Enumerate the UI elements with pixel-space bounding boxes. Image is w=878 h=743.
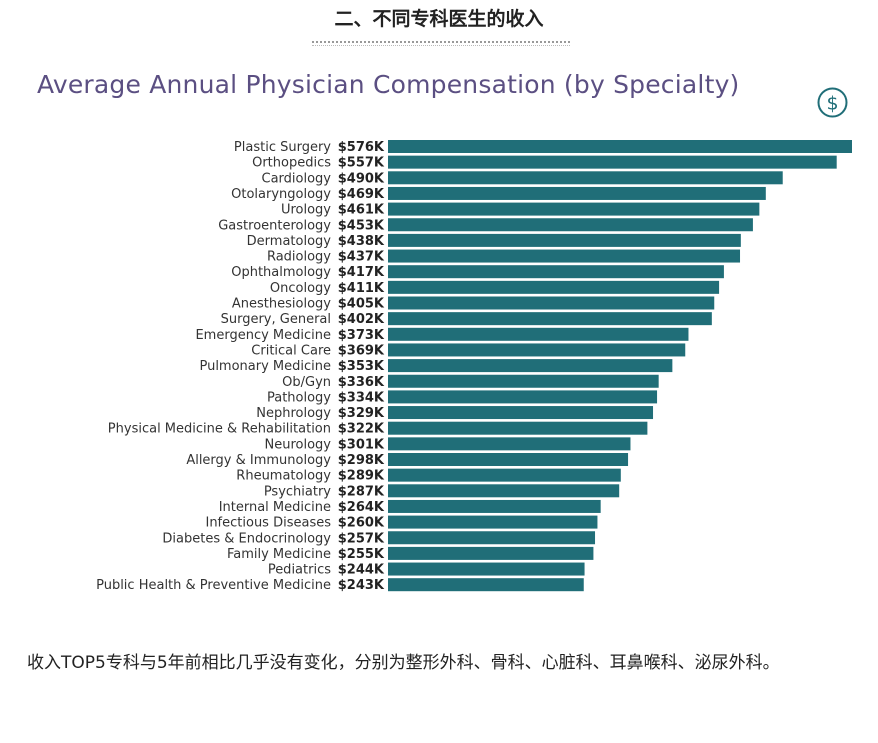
value-label: $244K: [338, 563, 385, 578]
category-label: Ob/Gyn: [282, 375, 331, 390]
value-label: $453K: [338, 218, 385, 233]
value-label: $322K: [338, 422, 385, 437]
category-label: Pulmonary Medicine: [199, 359, 331, 374]
bar: [388, 171, 783, 185]
category-label: Diabetes & Endocrinology: [162, 531, 331, 546]
heading-divider-secondary: [312, 45, 570, 46]
bar: [388, 515, 598, 529]
category-label: Gastroenterology: [218, 218, 331, 233]
value-label: $576K: [338, 140, 385, 155]
category-label: Urology: [281, 203, 331, 218]
value-label: $469K: [338, 187, 385, 202]
chart-title: Average Annual Physician Compensation (b…: [37, 70, 740, 99]
dollar-circle-icon: $: [817, 87, 848, 118]
bar: [388, 359, 673, 373]
bar: [388, 421, 648, 435]
bar: [388, 265, 724, 279]
caption-text: 收入TOP5专科与5年前相比几乎没有变化，分别为整形外科、骨科、心脏科、耳鼻喉科…: [27, 653, 780, 673]
value-label: $402K: [338, 312, 385, 327]
value-label: $243K: [338, 578, 385, 593]
value-label: $289K: [338, 469, 385, 484]
category-label: Family Medicine: [227, 547, 331, 562]
value-label: $461K: [338, 203, 385, 218]
category-label: Allergy & Immunology: [186, 453, 331, 468]
category-label: Pediatrics: [268, 563, 331, 578]
category-label: Pathology: [267, 390, 331, 405]
value-label: $329K: [338, 406, 385, 421]
bar: [388, 578, 584, 592]
value-label: $557K: [338, 156, 385, 171]
value-label: $287K: [338, 484, 385, 499]
bar: [388, 437, 631, 451]
category-label: Psychiatry: [264, 484, 331, 499]
bar: [388, 327, 689, 341]
bar: [388, 233, 741, 247]
bar: [388, 531, 596, 545]
category-label: Rheumatology: [236, 469, 331, 484]
value-label: $334K: [338, 390, 385, 405]
bar: [388, 484, 620, 498]
value-label: $257K: [338, 531, 385, 546]
category-label: Orthopedics: [252, 156, 331, 171]
category-label: Radiology: [267, 250, 331, 265]
category-label: Physical Medicine & Rehabilitation: [108, 422, 331, 437]
bar: [388, 249, 741, 263]
value-label: $298K: [338, 453, 385, 468]
bar: [388, 562, 585, 576]
bar: [388, 374, 659, 388]
category-label: Ophthalmology: [231, 265, 331, 280]
category-label: Surgery, General: [221, 312, 331, 327]
bar: [388, 499, 601, 513]
value-label: $264K: [338, 500, 385, 515]
bar: [388, 343, 686, 357]
category-label: Otolaryngology: [231, 187, 331, 202]
value-label: $260K: [338, 516, 385, 531]
bar: [388, 546, 594, 560]
bar: [388, 155, 837, 169]
category-label: Critical Care: [251, 343, 331, 358]
section-heading: 二、不同专科医生的收入: [334, 8, 544, 30]
bar: [388, 202, 760, 216]
value-label: $353K: [338, 359, 385, 374]
bar: [388, 140, 852, 153]
value-label: $437K: [338, 250, 385, 265]
value-label: $411K: [338, 281, 385, 296]
heading-divider: [312, 41, 570, 43]
bar-chart: Plastic Surgery $576K Orthopedics $557K Card…: [96, 140, 852, 593]
value-label: $373K: [338, 328, 385, 343]
value-label: $417K: [338, 265, 385, 280]
bar: [388, 468, 621, 482]
category-label: Dermatology: [247, 234, 332, 249]
category-label: Cardiology: [262, 171, 332, 186]
category-label: Emergency Medicine: [195, 328, 331, 343]
value-label: $301K: [338, 437, 385, 452]
bar: [388, 312, 712, 326]
bar: [388, 296, 715, 310]
value-label: $490K: [338, 171, 385, 186]
value-label: $438K: [338, 234, 385, 249]
bar: [388, 186, 766, 200]
category-label: Oncology: [270, 281, 331, 296]
bar: [388, 406, 654, 420]
bar: [388, 390, 658, 404]
category-label: Internal Medicine: [219, 500, 331, 515]
category-label: Neurology: [265, 437, 332, 452]
value-label: $369K: [338, 343, 385, 358]
value-label: $405K: [338, 297, 385, 312]
category-label: Public Health & Preventive Medicine: [96, 578, 331, 593]
bar: [388, 453, 629, 466]
category-label: Anesthesiology: [232, 297, 331, 312]
value-label: $255K: [338, 547, 385, 562]
category-label: Nephrology: [256, 406, 331, 421]
category-label: Infectious Diseases: [205, 516, 331, 531]
svg-text:$: $: [826, 93, 838, 115]
category-label: Plastic Surgery: [234, 140, 331, 155]
bar: [388, 218, 753, 232]
value-label: $336K: [338, 375, 385, 390]
bar: [388, 280, 720, 294]
